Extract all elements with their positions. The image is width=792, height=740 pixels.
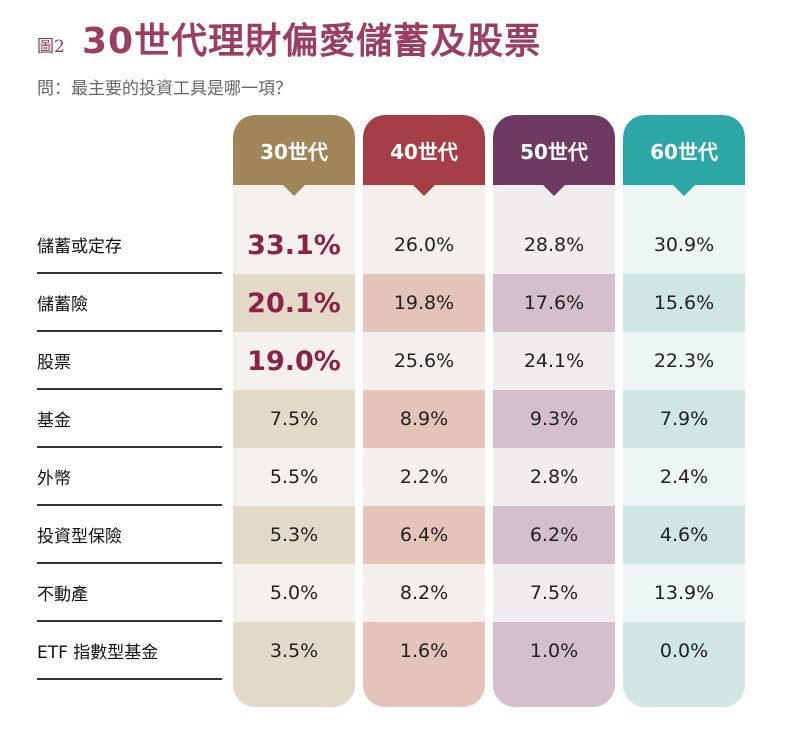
table-cell: 3.5% bbox=[269, 640, 319, 662]
row-band bbox=[493, 274, 615, 332]
table-cell: 5.0% bbox=[269, 582, 319, 604]
row-label: 儲蓄或定存 bbox=[37, 216, 222, 274]
table-cell: 2.4% bbox=[659, 466, 709, 488]
header-notch bbox=[413, 185, 435, 196]
row-band bbox=[233, 506, 355, 564]
table-cell: 19.8% bbox=[393, 292, 455, 314]
table-cell: 20.1% bbox=[247, 287, 341, 319]
column-50世代: 50世代 28.8% 17.6% 24.1% 9.3% 2.8% 6.2% 7.5% 1.0% bbox=[493, 115, 615, 707]
row-band bbox=[233, 390, 355, 448]
table-cell: 5.3% bbox=[269, 524, 319, 546]
table-cell: 5.5% bbox=[269, 466, 319, 488]
table-cell: 2.8% bbox=[529, 466, 579, 488]
table-cell: 17.6% bbox=[523, 292, 585, 314]
row-band bbox=[233, 332, 355, 390]
table-cell: 7.9% bbox=[659, 408, 709, 430]
row-band bbox=[623, 274, 745, 332]
row-band bbox=[363, 274, 485, 332]
table-cell: 9.3% bbox=[529, 408, 579, 430]
row-band bbox=[233, 448, 355, 506]
row-band bbox=[623, 332, 745, 390]
table-cell: 19.0% bbox=[247, 345, 341, 377]
table-cell: 6.2% bbox=[529, 524, 579, 546]
row-band bbox=[493, 448, 615, 506]
row-band bbox=[493, 564, 615, 622]
row-band bbox=[233, 274, 355, 332]
table-cell: 25.6% bbox=[393, 350, 455, 372]
column-header: 40世代 bbox=[363, 115, 485, 185]
row-label: 投資型保險 bbox=[37, 506, 222, 564]
header-notch bbox=[283, 185, 305, 196]
row-band bbox=[233, 185, 355, 274]
row-band bbox=[493, 185, 615, 274]
row-label: 外幣 bbox=[37, 448, 222, 506]
table-cell: 13.9% bbox=[653, 582, 715, 604]
table-cell: 28.8% bbox=[523, 234, 585, 256]
row-band bbox=[493, 332, 615, 390]
row-band bbox=[233, 622, 355, 707]
column-header: 60世代 bbox=[623, 115, 745, 185]
table-cell: 0.0% bbox=[659, 640, 709, 662]
row-band bbox=[363, 448, 485, 506]
table-cell: 8.2% bbox=[399, 582, 449, 604]
row-band bbox=[623, 448, 745, 506]
row-label: 股票 bbox=[37, 332, 222, 390]
table-cell: 7.5% bbox=[269, 408, 319, 430]
table-cell: 8.9% bbox=[399, 408, 449, 430]
row-band bbox=[363, 185, 485, 274]
row-band bbox=[623, 622, 745, 707]
row-band bbox=[363, 332, 485, 390]
row-label: 不動產 bbox=[37, 564, 222, 622]
header-notch bbox=[673, 185, 695, 196]
table-cell: 2.2% bbox=[399, 466, 449, 488]
row-band bbox=[623, 185, 745, 274]
row-band bbox=[623, 390, 745, 448]
row-band bbox=[623, 564, 745, 622]
header-notch bbox=[543, 185, 565, 196]
column-30世代: 30世代 33.1% 20.1% 19.0% 7.5% 5.5% 5.3% 5.0% 3.5% bbox=[233, 115, 355, 707]
row-band bbox=[623, 506, 745, 564]
column-60世代: 60世代 30.9% 15.6% 22.3% 7.9% 2.4% 4.6% 13.9% 0.0% bbox=[623, 115, 745, 707]
row-band bbox=[493, 622, 615, 707]
row-band bbox=[493, 506, 615, 564]
row-band bbox=[363, 390, 485, 448]
table-cell: 4.6% bbox=[659, 524, 709, 546]
table-cell: 30.9% bbox=[653, 234, 715, 256]
table-cell: 15.6% bbox=[653, 292, 715, 314]
row-label: ETF 指數型基金 bbox=[37, 622, 222, 680]
table-cell: 6.4% bbox=[399, 524, 449, 546]
row-label: 儲蓄險 bbox=[37, 274, 222, 332]
figure-label: 圖2 bbox=[37, 37, 65, 57]
column-header: 30世代 bbox=[233, 115, 355, 185]
table-cell: 1.0% bbox=[529, 640, 579, 662]
subtitle: 問：最主要的投資工具是哪一項？ bbox=[37, 79, 292, 99]
column-header: 50世代 bbox=[493, 115, 615, 185]
row-label: 基金 bbox=[37, 390, 222, 448]
page-title: 30世代理財偏愛儲蓄及股票 bbox=[82, 21, 542, 62]
table-cell: 33.1% bbox=[247, 229, 341, 261]
table-cell: 1.6% bbox=[399, 640, 449, 662]
row-band bbox=[363, 506, 485, 564]
row-band bbox=[233, 564, 355, 622]
row-band bbox=[363, 622, 485, 707]
row-band bbox=[363, 564, 485, 622]
table-cell: 7.5% bbox=[529, 582, 579, 604]
column-40世代: 40世代 26.0% 19.8% 25.6% 8.9% 2.2% 6.4% 8.2% 1.6% bbox=[363, 115, 485, 707]
table-cell: 22.3% bbox=[653, 350, 715, 372]
table-cell: 24.1% bbox=[523, 350, 585, 372]
row-band bbox=[493, 390, 615, 448]
table-cell: 26.0% bbox=[393, 234, 455, 256]
